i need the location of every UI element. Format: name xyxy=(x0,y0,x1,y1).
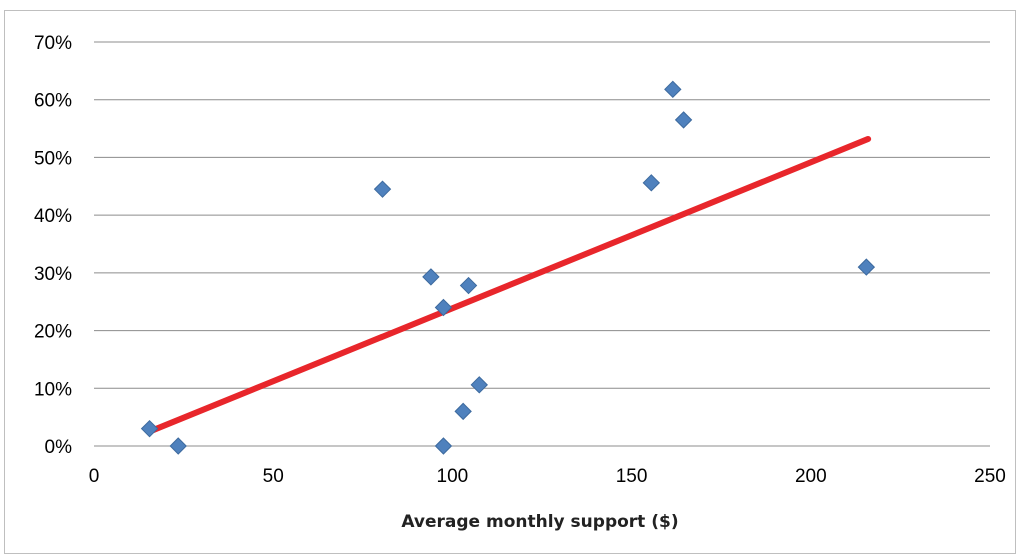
data-point xyxy=(169,437,187,455)
y-tick-label: 30% xyxy=(34,264,72,285)
x-tick-label: 100 xyxy=(437,466,469,487)
trendline xyxy=(146,135,872,435)
data-point xyxy=(422,268,440,286)
data-point xyxy=(434,437,453,455)
gridlines xyxy=(94,41,990,447)
y-tick-label: 50% xyxy=(34,148,72,169)
data-point xyxy=(373,180,392,198)
y-tick-label: 0% xyxy=(45,437,73,458)
data-point xyxy=(140,419,159,438)
data-points xyxy=(140,80,876,455)
data-point xyxy=(664,80,682,99)
data-point xyxy=(674,111,693,129)
x-tick-label: 0 xyxy=(89,466,100,487)
data-point xyxy=(434,298,453,317)
x-axis-ticks: 0 50 100 150 200 250 xyxy=(89,466,1006,487)
data-point xyxy=(642,174,661,192)
data-point xyxy=(857,258,876,276)
data-point xyxy=(454,402,472,421)
data-point xyxy=(459,276,478,295)
x-tick-label: 50 xyxy=(263,466,284,487)
y-axis-ticks: 0% 10% 20% 30% 40% 50% 60% 70% xyxy=(34,33,72,458)
data-point xyxy=(470,376,488,394)
x-tick-label: 150 xyxy=(616,466,648,487)
y-tick-label: 40% xyxy=(34,206,72,227)
x-tick-label: 250 xyxy=(974,466,1006,487)
y-tick-label: 10% xyxy=(34,379,72,400)
y-tick-label: 60% xyxy=(34,91,72,112)
x-tick-label: 200 xyxy=(795,466,827,487)
y-tick-label: 20% xyxy=(34,322,72,343)
x-axis-label: Average monthly support ($) xyxy=(401,512,678,532)
trendline-layer xyxy=(146,135,872,435)
y-tick-label: 70% xyxy=(34,33,72,54)
